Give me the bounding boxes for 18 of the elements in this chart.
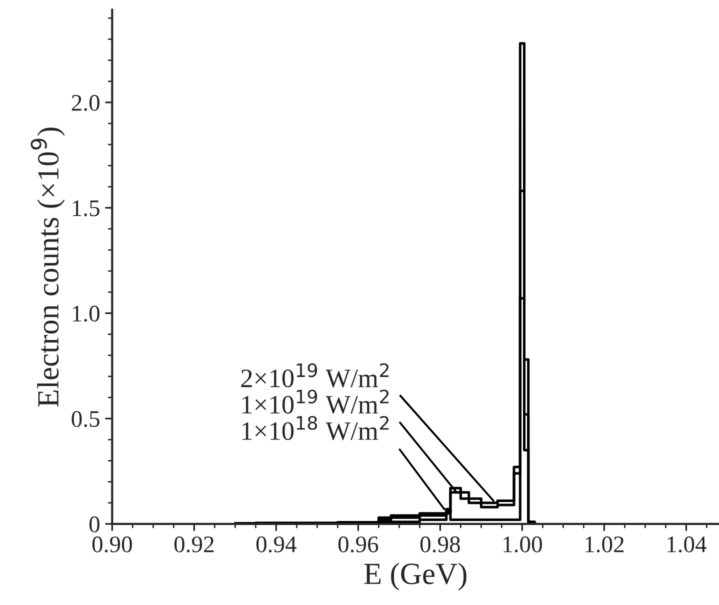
x-axis-title: E (GeV) xyxy=(364,562,466,590)
annotation: 1×10$^{18}$ W/m$^{2}$ xyxy=(242,416,389,440)
annotation: 1×10$^{19}$ W/m$^{2}$ xyxy=(242,390,389,414)
y-tick-label: 1.0 xyxy=(72,306,100,322)
x-tick-label: 0.90 xyxy=(92,536,132,552)
y-tick-label: 1.5 xyxy=(72,200,100,216)
annotation: 2×10$^{19}$ W/m$^{2}$ xyxy=(241,363,389,388)
x-tick-label: 0.98 xyxy=(420,536,460,552)
y-tick-label: 2.0 xyxy=(72,94,100,111)
y-axis-title: Electron counts (×10$^{9}$) xyxy=(30,128,65,407)
x-tick-label: 1.00 xyxy=(504,536,542,552)
x-tick-label: 1.02 xyxy=(586,536,624,552)
x-tick-label: 0.96 xyxy=(338,536,378,552)
x-tick-label: 0.92 xyxy=(174,536,214,552)
x-tick-label: 1.04 xyxy=(668,536,706,552)
y-tick-label: 0 xyxy=(89,516,100,532)
x-tick-label: 0.94 xyxy=(256,536,296,552)
y-tick-label: 0.5 xyxy=(72,411,100,428)
